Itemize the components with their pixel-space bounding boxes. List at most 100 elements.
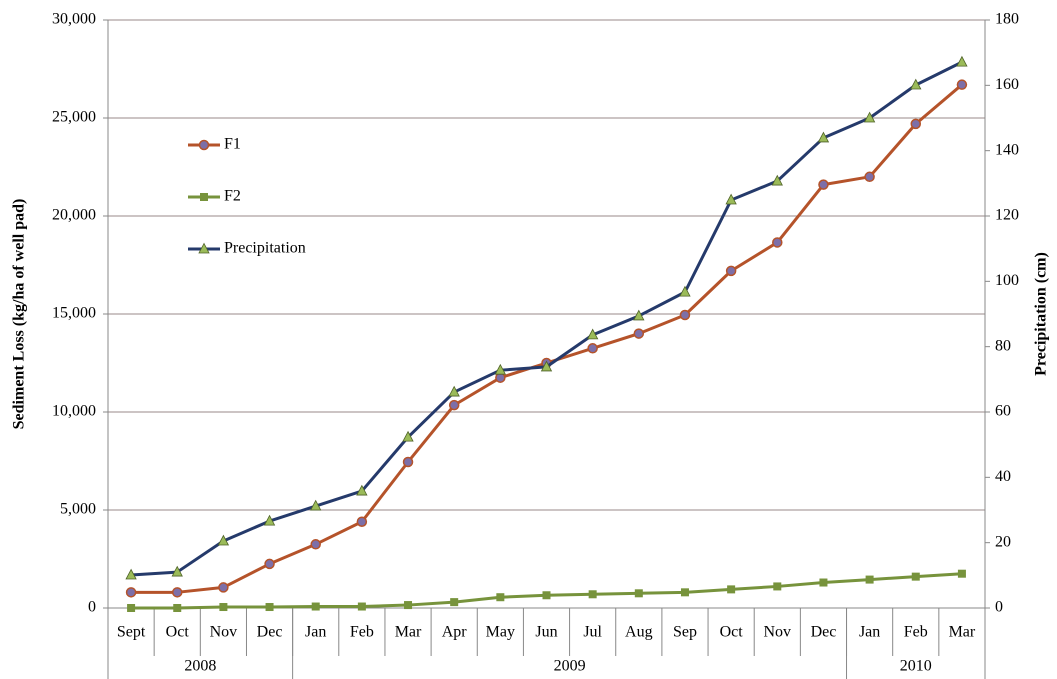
marker (125, 587, 137, 598)
marker (450, 598, 459, 607)
series-line (131, 572, 963, 610)
y2-tick-label: 100 (995, 272, 1019, 289)
marker (586, 328, 599, 340)
marker (171, 565, 183, 577)
y-tick-label: 5,000 (60, 501, 96, 518)
legend-label: F2 (224, 188, 241, 205)
marker (633, 309, 645, 321)
y-tick-label: 20,000 (52, 207, 96, 224)
marker (910, 118, 922, 130)
x-tick-label: Oct (166, 624, 190, 641)
marker (588, 590, 597, 599)
marker (910, 78, 922, 90)
y2-tick-label: 120 (995, 207, 1019, 224)
marker (865, 575, 874, 584)
marker (956, 79, 968, 90)
marker (772, 237, 783, 248)
marker (200, 193, 208, 201)
y-tick-label: 30,000 (52, 11, 96, 28)
y2-tick-label: 60 (995, 403, 1011, 420)
marker (357, 602, 366, 611)
y2-tick-label: 80 (995, 337, 1011, 354)
marker (725, 265, 737, 277)
x-tick-label: Jan (859, 624, 880, 641)
marker (633, 328, 645, 339)
marker (448, 399, 460, 411)
x-tick-label: Feb (350, 624, 374, 641)
marker (402, 456, 414, 468)
marker (819, 578, 828, 587)
legend-label: F1 (224, 136, 241, 153)
y2-tick-label: 20 (995, 533, 1011, 550)
marker (771, 174, 783, 186)
marker (911, 572, 920, 581)
y2-tick-label: 180 (995, 11, 1019, 28)
marker (540, 360, 553, 372)
marker (679, 309, 691, 321)
group-label: 2008 (184, 658, 216, 675)
y2-tick-label: 0 (995, 599, 1003, 616)
x-tick-label: Sep (673, 624, 697, 641)
y2-axis-title: Precipitation (cm) (1033, 252, 1050, 376)
x-tick-label: Apr (442, 624, 468, 641)
x-tick-label: Aug (625, 624, 653, 641)
group-label: 2009 (554, 658, 586, 675)
y-tick-label: 10,000 (52, 403, 96, 420)
marker (198, 139, 210, 151)
y-tick-label: 0 (88, 599, 96, 616)
marker (542, 591, 551, 600)
x-tick-label: Oct (720, 624, 744, 641)
marker (957, 569, 966, 578)
x-tick-label: Mar (949, 624, 976, 641)
y-axis-title: Sediment Loss (kg/ha of well pad) (11, 199, 28, 430)
marker (863, 111, 876, 123)
x-tick-label: Mar (395, 624, 422, 641)
x-tick-label: Feb (904, 624, 928, 641)
marker (310, 499, 322, 511)
marker (356, 484, 368, 496)
marker (680, 588, 689, 597)
marker (679, 285, 691, 297)
marker (773, 582, 782, 591)
marker (125, 568, 137, 580)
x-tick-label: Nov (764, 624, 792, 641)
y2-tick-label: 160 (995, 76, 1019, 93)
series-line (131, 83, 963, 594)
y-tick-label: 15,000 (52, 305, 96, 322)
marker (311, 602, 320, 611)
marker (402, 430, 414, 442)
marker (864, 171, 875, 183)
marker (263, 514, 276, 526)
marker (219, 603, 228, 612)
x-tick-label: Dec (257, 624, 283, 641)
marker (171, 587, 183, 598)
marker (634, 589, 643, 598)
marker (356, 516, 368, 528)
legend-label: Precipitation (224, 240, 306, 257)
marker (217, 534, 230, 546)
marker (956, 55, 968, 67)
x-tick-label: Sept (117, 624, 146, 641)
marker (587, 343, 598, 354)
y2-tick-label: 140 (995, 141, 1019, 158)
marker (496, 593, 505, 602)
marker (265, 603, 274, 612)
x-tick-label: Jul (583, 624, 602, 641)
marker (264, 558, 275, 570)
marker (404, 601, 413, 610)
x-tick-label: Jun (535, 624, 557, 641)
x-tick-label: May (486, 624, 515, 641)
marker (818, 179, 829, 190)
marker (218, 582, 229, 593)
marker (448, 385, 460, 397)
marker (173, 604, 182, 612)
marker (727, 585, 736, 594)
y2-tick-label: 40 (995, 468, 1011, 485)
marker (494, 363, 507, 375)
marker (198, 242, 210, 254)
marker (310, 539, 321, 550)
marker (725, 193, 737, 205)
x-tick-label: Jan (305, 624, 326, 641)
group-label: 2010 (900, 658, 932, 675)
